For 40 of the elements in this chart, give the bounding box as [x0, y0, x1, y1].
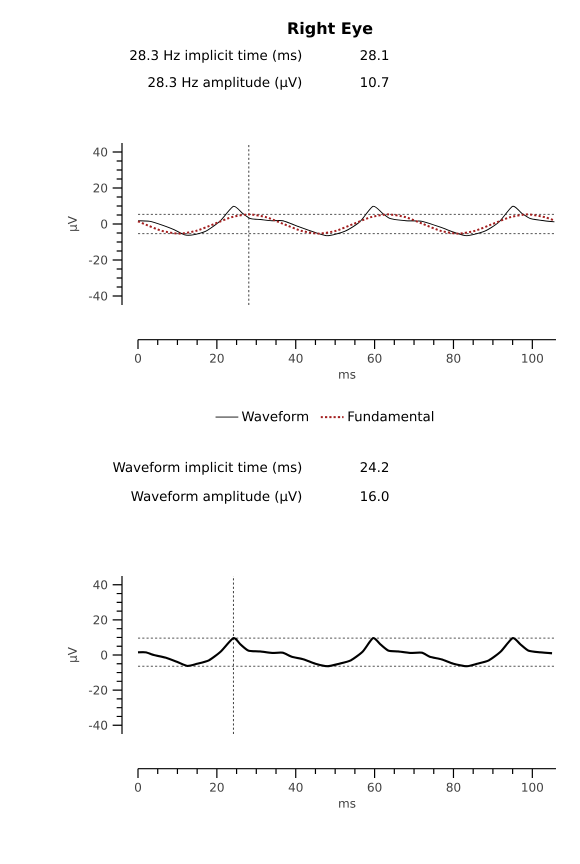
x-tick-label: 0: [134, 782, 142, 792]
y-tick-label: -40: [88, 720, 108, 730]
line-series: [137, 213, 556, 235]
line-series: [138, 206, 555, 236]
text: 16.0: [361, 491, 389, 502]
y-tick-label: 20: [94, 615, 108, 624]
x-tick-label: 20: [210, 782, 224, 792]
y-tick-label: 20: [94, 183, 108, 193]
y-tick-label: 40: [93, 147, 108, 157]
x-tick-label: 80: [446, 782, 460, 792]
legend-label: Waveform: [242, 411, 308, 422]
chart-title: Right Eye: [288, 22, 372, 38]
text: Waveform amplitude (µV): [131, 490, 302, 504]
x-axis-title: ms: [339, 372, 356, 379]
y-tick-label: 0: [101, 219, 108, 229]
x-tick-label: 80: [446, 354, 460, 363]
y-axis-title: µV: [68, 647, 80, 662]
line-series: [136, 637, 554, 668]
x-axis-title: ms: [339, 800, 356, 808]
text: Waveform implicit time (ms): [113, 462, 302, 475]
y-tick-label: -40: [88, 291, 108, 301]
text: 28.1: [360, 50, 388, 60]
x-tick-label: 0: [134, 354, 142, 363]
y-axis-title: µV: [68, 216, 80, 231]
x-tick-label: 60: [368, 354, 382, 363]
x-tick-label: 100: [522, 354, 543, 363]
y-tick-label: -20: [88, 686, 108, 695]
x-tick-label: 100: [522, 782, 543, 792]
x-tick-label: 40: [288, 354, 303, 363]
text: 28.3 Hz implicit time (ms): [130, 50, 302, 63]
text: 10.7: [361, 77, 388, 88]
legend-label: Fundamental: [348, 411, 434, 422]
x-tick-label: 40: [288, 782, 303, 792]
x-tick-label: 60: [368, 782, 382, 792]
text: 24.2: [360, 462, 388, 472]
y-tick-label: 40: [93, 580, 108, 590]
y-tick-label: -20: [88, 255, 108, 265]
text: 28.3 Hz amplitude (µV): [148, 76, 302, 90]
x-tick-label: 20: [210, 354, 224, 363]
y-tick-label: 0: [101, 650, 108, 660]
